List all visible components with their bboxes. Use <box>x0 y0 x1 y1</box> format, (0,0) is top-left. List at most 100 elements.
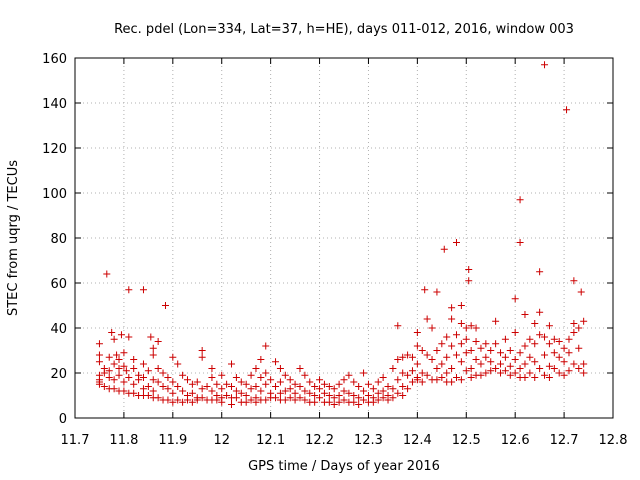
data-point <box>340 396 348 404</box>
data-point <box>139 286 147 294</box>
data-point <box>228 360 236 368</box>
data-point <box>389 394 397 402</box>
data-point <box>487 358 495 366</box>
data-point <box>110 335 118 343</box>
data-point <box>242 380 250 388</box>
data-point <box>110 385 118 393</box>
data-point <box>262 380 270 388</box>
data-point <box>360 369 368 377</box>
data-point <box>286 385 294 393</box>
data-point <box>242 398 250 406</box>
data-point <box>198 347 206 354</box>
data-point <box>364 380 372 388</box>
data-point <box>174 383 182 390</box>
data-point <box>423 315 431 323</box>
data-point <box>291 380 299 388</box>
data-point <box>149 351 157 359</box>
data-point <box>164 374 172 381</box>
data-point <box>345 389 353 397</box>
data-point <box>531 374 539 381</box>
data-point <box>555 338 563 345</box>
data-point <box>374 389 382 397</box>
data-point <box>179 387 187 395</box>
data-point <box>335 392 343 399</box>
x-tick-label: 12.7 <box>550 433 579 448</box>
data-point <box>311 398 319 406</box>
data-point <box>550 365 558 372</box>
data-point <box>448 365 456 372</box>
data-point <box>482 340 490 348</box>
data-point <box>467 374 475 381</box>
data-point <box>575 365 583 372</box>
data-point <box>247 396 255 404</box>
chart-title: Rec. pdel (Lon=334, Lat=37, h=HE), days … <box>114 22 574 37</box>
data-point <box>433 288 441 296</box>
data-point <box>501 353 509 361</box>
data-point <box>526 335 534 343</box>
data-point <box>330 394 338 402</box>
data-point <box>122 367 130 375</box>
data-point <box>252 398 260 406</box>
data-point <box>276 365 284 372</box>
data-point <box>467 347 475 354</box>
data-point <box>345 371 353 379</box>
data-point <box>394 389 402 397</box>
data-point <box>477 371 485 379</box>
data-point <box>448 342 456 350</box>
data-point <box>103 270 111 278</box>
data-point <box>545 374 553 381</box>
y-tick-label: 40 <box>50 322 67 337</box>
data-point <box>130 365 138 372</box>
data-point <box>457 320 465 327</box>
data-point <box>355 394 363 402</box>
data-point <box>272 383 280 390</box>
data-point <box>144 383 152 390</box>
data-point <box>286 376 294 384</box>
data-point <box>110 360 118 368</box>
data-point <box>462 367 470 375</box>
data-point <box>506 362 514 370</box>
data-point <box>465 266 473 273</box>
data-point <box>174 396 182 404</box>
data-point <box>565 349 573 357</box>
data-point <box>404 385 412 393</box>
x-tick-label: 12.1 <box>256 433 285 448</box>
data-point <box>223 380 231 388</box>
data-point <box>440 245 448 253</box>
data-point <box>296 365 304 372</box>
y-tick-label: 140 <box>42 97 67 112</box>
data-point <box>575 324 583 332</box>
data-point <box>413 329 421 336</box>
data-point <box>433 376 441 384</box>
data-point <box>218 371 226 379</box>
data-point <box>159 369 167 377</box>
data-point <box>394 322 402 330</box>
y-tick-label: 160 <box>42 52 67 67</box>
data-point <box>154 394 162 402</box>
data-point <box>465 277 473 285</box>
data-point <box>379 387 387 395</box>
data-point <box>257 374 265 381</box>
data-point <box>228 401 236 408</box>
data-point <box>536 268 544 276</box>
data-point <box>560 358 568 366</box>
data-point <box>511 329 519 336</box>
data-point <box>521 342 529 350</box>
data-point <box>580 317 588 325</box>
x-tick-label: 12 <box>213 433 230 448</box>
data-point <box>110 376 118 384</box>
data-point <box>511 369 519 377</box>
data-point <box>311 392 319 399</box>
data-point <box>281 371 289 379</box>
data-point <box>506 371 514 379</box>
y-tick-label: 0 <box>59 412 67 427</box>
data-point <box>247 385 255 393</box>
data-point <box>413 342 421 350</box>
data-point <box>467 322 475 330</box>
data-point <box>355 401 363 408</box>
data-point <box>281 387 289 395</box>
data-point <box>516 239 524 246</box>
data-point <box>497 360 505 368</box>
data-point <box>511 295 519 303</box>
